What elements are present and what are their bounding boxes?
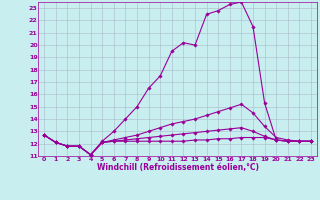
X-axis label: Windchill (Refroidissement éolien,°C): Windchill (Refroidissement éolien,°C): [97, 163, 259, 172]
